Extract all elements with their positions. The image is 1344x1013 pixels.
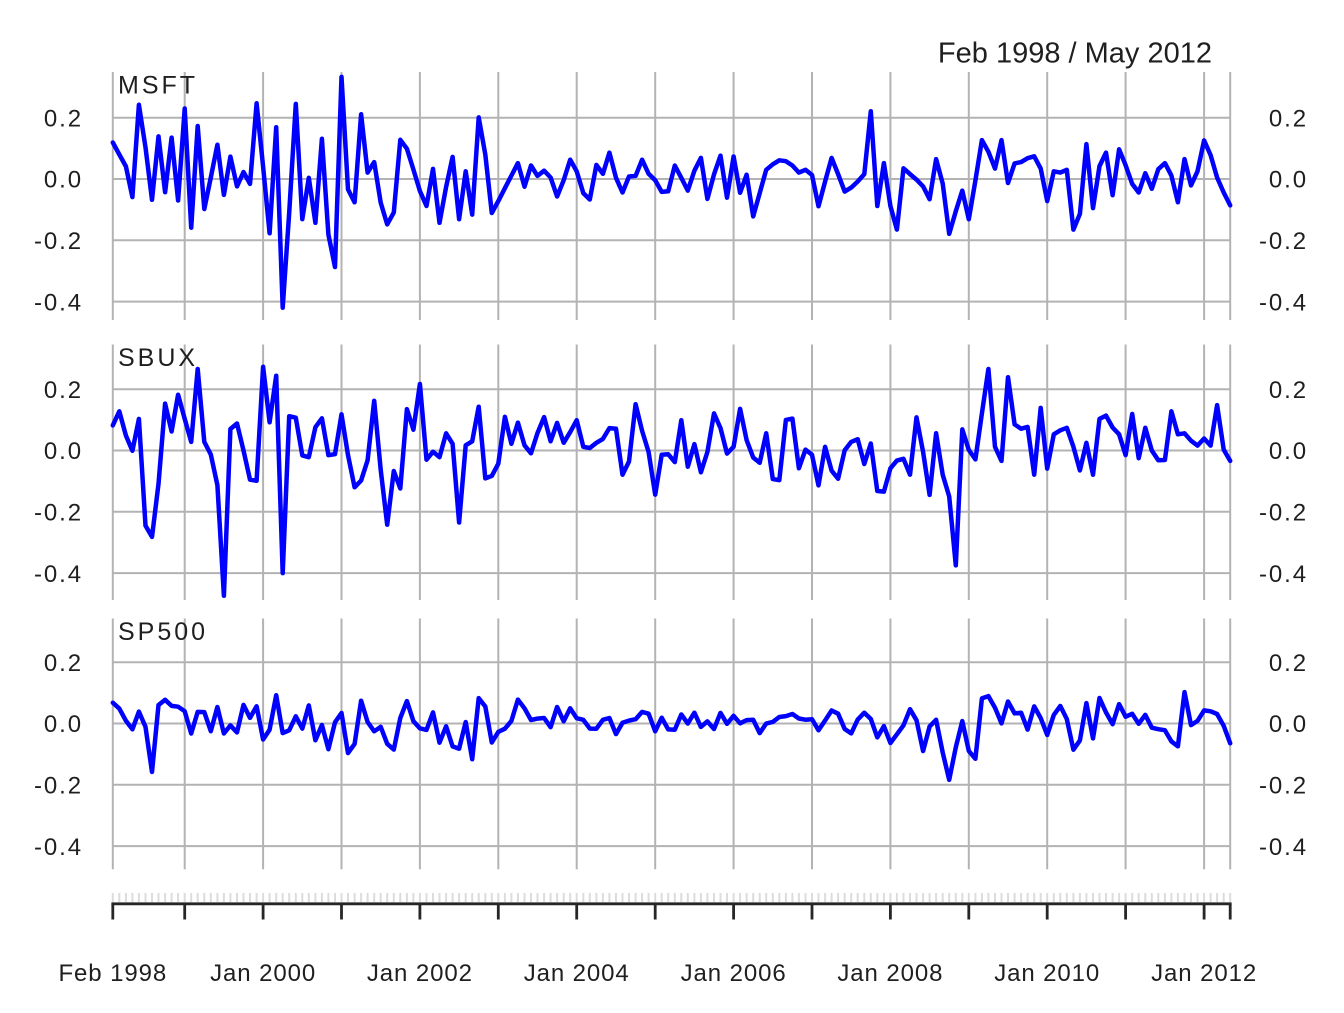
svg-text:Jan 2000: Jan 2000: [210, 960, 316, 987]
svg-text:Jan 2012: Jan 2012: [1151, 960, 1257, 987]
svg-text:-0.4: -0.4: [34, 289, 83, 316]
svg-text:0.2: 0.2: [1269, 105, 1308, 132]
svg-text:-0.4: -0.4: [1259, 289, 1308, 316]
svg-text:-0.4: -0.4: [1259, 834, 1308, 861]
svg-text:0.2: 0.2: [44, 377, 83, 404]
svg-text:0.2: 0.2: [1269, 377, 1308, 404]
svg-text:-0.2: -0.2: [1259, 228, 1308, 255]
svg-text:MSFT: MSFT: [118, 72, 198, 100]
svg-text:0.0: 0.0: [1269, 438, 1308, 465]
svg-text:Jan 2010: Jan 2010: [994, 960, 1100, 987]
svg-text:-0.4: -0.4: [34, 561, 83, 588]
svg-text:0.0: 0.0: [44, 438, 83, 465]
svg-text:0.0: 0.0: [44, 711, 83, 738]
svg-text:-0.4: -0.4: [34, 834, 83, 861]
svg-text:-0.2: -0.2: [1259, 500, 1308, 527]
svg-text:Jan 2002: Jan 2002: [367, 960, 473, 987]
svg-text:Jan 2008: Jan 2008: [837, 960, 943, 987]
svg-text:-0.4: -0.4: [1259, 561, 1308, 588]
svg-text:-0.2: -0.2: [34, 773, 83, 800]
svg-text:Feb 1998 / May 2012: Feb 1998 / May 2012: [938, 38, 1212, 70]
svg-text:SP500: SP500: [118, 618, 208, 646]
svg-text:SBUX: SBUX: [118, 344, 198, 372]
svg-text:-0.2: -0.2: [1259, 773, 1308, 800]
svg-text:0.0: 0.0: [1269, 711, 1308, 738]
svg-text:-0.2: -0.2: [34, 228, 83, 255]
svg-text:0.0: 0.0: [1269, 167, 1308, 194]
svg-text:-0.2: -0.2: [34, 500, 83, 527]
svg-text:0.2: 0.2: [44, 105, 83, 132]
svg-text:0.2: 0.2: [44, 650, 83, 677]
svg-text:0.2: 0.2: [1269, 650, 1308, 677]
svg-text:0.0: 0.0: [44, 167, 83, 194]
svg-text:Jan 2006: Jan 2006: [681, 960, 787, 987]
svg-text:Feb 1998: Feb 1998: [58, 960, 167, 987]
svg-text:Jan 2004: Jan 2004: [524, 960, 630, 987]
